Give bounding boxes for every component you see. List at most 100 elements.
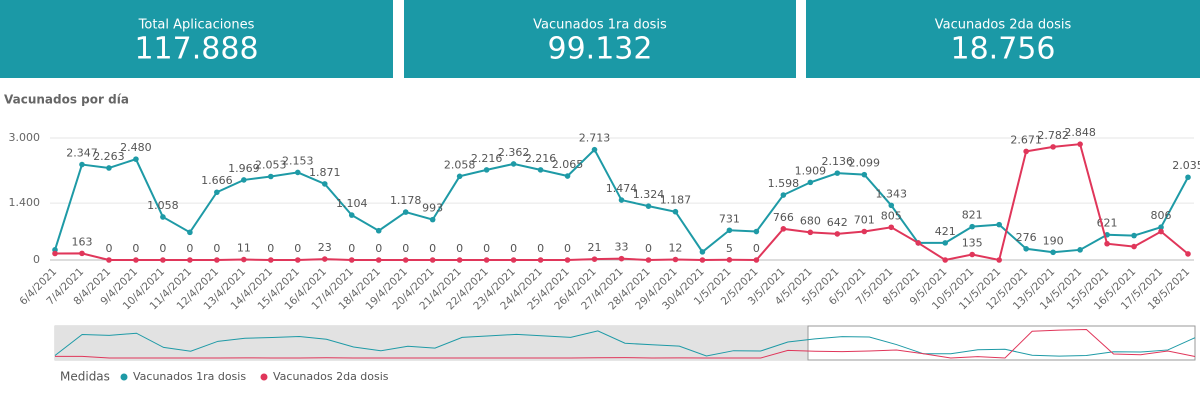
- data-label: 2.065: [552, 158, 584, 171]
- data-point: [348, 212, 355, 218]
- data-point: [1131, 243, 1137, 250]
- data-label: 0: [456, 242, 463, 255]
- data-label: 0: [510, 242, 517, 255]
- data-point: [1185, 174, 1191, 181]
- data-point: [106, 165, 112, 171]
- data-label: 190: [1043, 234, 1064, 247]
- data-label: 12: [668, 242, 682, 255]
- data-point: [187, 257, 193, 263]
- data-point: [915, 240, 922, 246]
- data-label: 21: [588, 241, 602, 254]
- data-label: 1.598: [768, 177, 800, 190]
- data-point: [861, 171, 868, 178]
- data-label: 2.263: [93, 150, 125, 163]
- data-point: [1050, 249, 1056, 256]
- data-label: 276: [1016, 231, 1037, 244]
- data-label: 2.058: [444, 158, 476, 171]
- data-point: [321, 256, 328, 262]
- kpi-value: 18.756: [951, 32, 1056, 67]
- data-point: [1131, 232, 1137, 239]
- data-point: [241, 177, 247, 183]
- data-point: [969, 223, 975, 230]
- data-label: 0: [267, 242, 274, 255]
- data-point: [807, 229, 814, 236]
- data-point: [942, 240, 949, 246]
- data-label: 23: [318, 241, 332, 254]
- navigator-line: [54, 330, 1196, 357]
- data-label: 2.713: [579, 132, 611, 145]
- data-label: 1.058: [147, 199, 179, 212]
- data-label: 1.871: [309, 166, 341, 179]
- data-point: [402, 209, 409, 215]
- data-point: [564, 173, 571, 179]
- data-label: 0: [402, 242, 409, 255]
- data-label: 1.104: [336, 197, 368, 210]
- data-label: 0: [375, 242, 382, 255]
- data-label: 0: [132, 242, 139, 255]
- data-point: [483, 257, 490, 263]
- data-point: [1023, 148, 1029, 155]
- data-label: 2.216: [471, 152, 503, 165]
- y-tick-label: 0: [33, 253, 40, 266]
- data-point: [241, 256, 247, 263]
- data-point: [160, 257, 166, 263]
- navigator-line: [54, 329, 1196, 359]
- data-label: 2.153: [282, 154, 314, 167]
- data-point: [456, 257, 463, 263]
- kpi-title: Vacunados 2da dosis: [935, 18, 1072, 33]
- data-label: 1.969: [228, 162, 260, 175]
- data-point: [591, 256, 598, 262]
- data-label: 2.053: [255, 159, 287, 172]
- data-point: [672, 208, 679, 215]
- data-label: 2.362: [498, 146, 530, 159]
- data-label: 701: [854, 213, 875, 226]
- data-point: [537, 167, 544, 173]
- data-point: [348, 257, 355, 263]
- data-label: 0: [294, 242, 301, 255]
- data-point: [52, 250, 58, 257]
- data-point: [1023, 245, 1029, 252]
- data-label: 806: [1151, 209, 1172, 222]
- data-point: [1104, 240, 1110, 247]
- data-label: 2.480: [120, 141, 152, 154]
- data-point: [402, 257, 409, 263]
- data-point: [942, 257, 949, 263]
- data-point: [456, 173, 463, 180]
- data-point: [294, 257, 301, 263]
- data-label: 805: [881, 209, 902, 222]
- data-point: [753, 228, 760, 235]
- data-label: 0: [186, 242, 193, 255]
- data-label: 2.035: [1172, 159, 1200, 172]
- data-label: 1.343: [876, 187, 908, 200]
- legend-title: Medidas: [60, 370, 110, 384]
- data-point: [834, 170, 841, 176]
- data-label: 680: [800, 214, 821, 227]
- data-point: [618, 197, 625, 203]
- data-label: 163: [71, 235, 92, 248]
- data-point: [591, 146, 598, 153]
- kpi-card: [806, 0, 1200, 78]
- data-point: [996, 221, 1002, 228]
- data-label: 2.782: [1037, 129, 1069, 142]
- data-label: 1.666: [201, 174, 233, 187]
- data-point: [294, 169, 301, 176]
- data-point: [1050, 144, 1056, 150]
- data-point: [214, 257, 220, 263]
- data-point: [187, 229, 193, 236]
- data-label: 0: [213, 242, 220, 255]
- data-point: [510, 161, 517, 167]
- data-point: [160, 214, 166, 220]
- data-point: [1077, 247, 1083, 253]
- y-tick-label: 1.400: [9, 196, 41, 209]
- legend-swatch: [260, 373, 268, 381]
- data-point: [483, 167, 490, 173]
- data-point: [375, 227, 382, 234]
- data-point: [106, 257, 112, 263]
- data-point: [429, 216, 436, 223]
- data-label: 2.347: [66, 147, 98, 160]
- data-label: 0: [645, 242, 652, 255]
- data-label: 0: [348, 242, 355, 255]
- data-label: 0: [159, 242, 166, 255]
- y-tick-label: 3.000: [9, 131, 41, 144]
